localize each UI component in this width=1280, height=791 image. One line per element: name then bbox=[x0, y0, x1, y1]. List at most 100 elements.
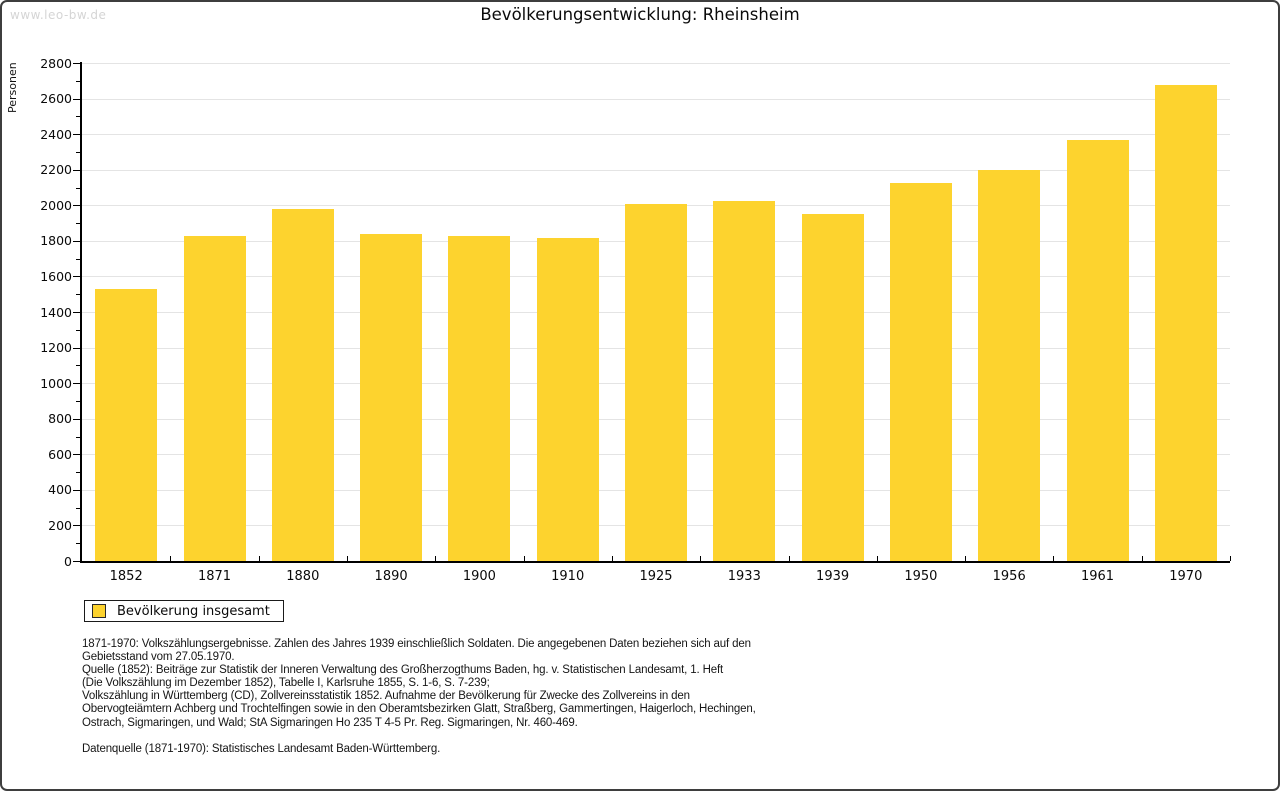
y-axis-tick-label: 0 bbox=[64, 553, 72, 569]
x-boundary-tick bbox=[876, 556, 878, 561]
bar-1852 bbox=[95, 288, 158, 561]
y-minor-tick bbox=[76, 329, 80, 331]
x-boundary-tick bbox=[170, 556, 172, 561]
footnote-line: Quelle (1852): Beiträge zur Statistik de… bbox=[82, 664, 724, 677]
y-minor-tick bbox=[76, 151, 80, 153]
x-axis-tick-label: 1970 bbox=[1169, 569, 1203, 584]
bar-1910 bbox=[536, 238, 599, 561]
y-axis-tick-label: 2600 bbox=[40, 91, 72, 107]
y-axis-tick-label: 200 bbox=[48, 517, 72, 533]
y-major-tick bbox=[73, 98, 80, 100]
y-minor-tick bbox=[76, 472, 80, 474]
legend-label: Bevölkerung insgesamt bbox=[117, 603, 270, 619]
y-axis-tick-label: 1000 bbox=[40, 375, 72, 391]
x-axis-tick-label: 1933 bbox=[727, 569, 761, 584]
gridline bbox=[82, 63, 1230, 64]
footnote-block: 1871-1970: Volkszählungsergebnisse. Zahl… bbox=[82, 638, 1202, 730]
y-major-tick bbox=[73, 134, 80, 136]
x-boundary-tick bbox=[346, 556, 348, 561]
gridline bbox=[82, 134, 1230, 136]
y-major-tick bbox=[73, 561, 80, 562]
x-boundary-tick bbox=[1230, 556, 1231, 561]
x-axis-tick-label: 1871 bbox=[197, 569, 232, 584]
y-major-tick bbox=[73, 240, 80, 242]
y-axis-tick-label: 400 bbox=[48, 482, 72, 498]
y-major-tick bbox=[73, 63, 80, 64]
y-minor-tick bbox=[76, 400, 80, 402]
x-axis-tick-label: 1910 bbox=[551, 569, 585, 584]
x-axis-tick-label: 1956 bbox=[992, 569, 1026, 584]
bar-1950 bbox=[889, 183, 952, 561]
bar-1933 bbox=[713, 200, 776, 561]
x-boundary-tick bbox=[523, 556, 525, 561]
x-boundary-tick bbox=[258, 556, 260, 561]
y-major-tick bbox=[73, 418, 80, 420]
x-axis-tick-label: 1852 bbox=[109, 569, 143, 584]
bar-1880 bbox=[271, 208, 334, 561]
x-axis-tick-label: 1890 bbox=[374, 569, 408, 584]
bar-1939 bbox=[801, 214, 864, 561]
footnote-line: 1871-1970: Volkszählungsergebnisse. Zahl… bbox=[82, 638, 751, 650]
bar-1890 bbox=[360, 233, 423, 561]
x-boundary-tick bbox=[435, 556, 437, 561]
y-minor-tick bbox=[76, 258, 80, 260]
y-axis-tick-label: 1800 bbox=[40, 233, 72, 249]
y-minor-tick bbox=[76, 223, 80, 225]
y-major-tick bbox=[73, 489, 80, 491]
legend: Bevölkerung insgesamt bbox=[84, 600, 284, 622]
y-major-tick bbox=[73, 276, 80, 278]
footnote-line: Volkszählung in Württemberg (CD), Zollve… bbox=[82, 690, 690, 703]
y-major-tick bbox=[73, 454, 80, 456]
y-axis-tick-label: 600 bbox=[48, 446, 72, 462]
x-axis-tick-label: 1939 bbox=[816, 569, 850, 584]
x-axis-tick-label: 1880 bbox=[286, 569, 320, 584]
datasource-line: Datenquelle (1871-1970): Statistisches L… bbox=[82, 743, 441, 755]
y-minor-tick bbox=[76, 365, 80, 367]
y-minor-tick bbox=[76, 507, 80, 509]
y-axis-tick-label: 2800 bbox=[40, 55, 72, 71]
footnote-line: (Die Volkszählung im Dezember 1852), Tab… bbox=[82, 677, 490, 690]
legend-swatch-icon bbox=[92, 604, 106, 618]
y-major-tick bbox=[73, 312, 80, 313]
x-boundary-tick bbox=[611, 556, 613, 561]
x-boundary-tick bbox=[965, 556, 967, 561]
y-minor-tick bbox=[76, 187, 80, 189]
y-axis-tick-label: 2200 bbox=[40, 162, 72, 178]
x-boundary-tick bbox=[700, 556, 702, 561]
y-major-tick bbox=[73, 205, 80, 207]
y-axis-tick-label: 1200 bbox=[40, 340, 72, 356]
gridline bbox=[82, 169, 1230, 171]
bar-1961 bbox=[1066, 140, 1129, 561]
y-axis-tick-label: 2000 bbox=[40, 197, 72, 213]
y-axis-tick-label: 1600 bbox=[40, 268, 72, 284]
chart-title: Bevölkerungsentwicklung: Rheinsheim bbox=[480, 5, 800, 24]
y-major-tick bbox=[73, 383, 80, 385]
x-axis-tick-label: 1950 bbox=[904, 569, 938, 584]
footnote-line: Gebietsstand vom 27.05.1970. bbox=[82, 651, 235, 664]
y-minor-tick bbox=[76, 294, 80, 296]
y-axis-tick-label: 1400 bbox=[40, 304, 72, 320]
bar-1871 bbox=[183, 235, 246, 561]
y-minor-tick bbox=[76, 436, 80, 438]
x-boundary-tick bbox=[1053, 556, 1055, 561]
footnote-line: Ostrach, Sigmaringen, und Wald; StA Sigm… bbox=[82, 716, 578, 729]
bar-1925 bbox=[625, 203, 687, 561]
bar-1956 bbox=[978, 169, 1041, 561]
y-major-tick bbox=[73, 347, 80, 349]
watermark: www.leo-bw.de bbox=[10, 8, 107, 22]
y-axis-tick-label: 2400 bbox=[40, 126, 72, 142]
x-boundary-tick bbox=[1141, 556, 1143, 561]
y-minor-tick bbox=[76, 116, 80, 118]
y-minor-tick bbox=[76, 543, 80, 545]
x-axis-tick-label: 1900 bbox=[462, 569, 496, 584]
y-axis-line bbox=[80, 62, 82, 561]
x-axis-line bbox=[80, 561, 1230, 563]
x-boundary-tick bbox=[788, 556, 790, 561]
y-axis-tick-label: 800 bbox=[48, 411, 72, 427]
y-minor-tick bbox=[76, 80, 80, 82]
y-major-tick bbox=[73, 525, 80, 527]
x-axis-tick-label: 1961 bbox=[1080, 569, 1115, 584]
footnote-line: Obervogteiämtern Achberg und Trochtelfin… bbox=[82, 703, 756, 716]
